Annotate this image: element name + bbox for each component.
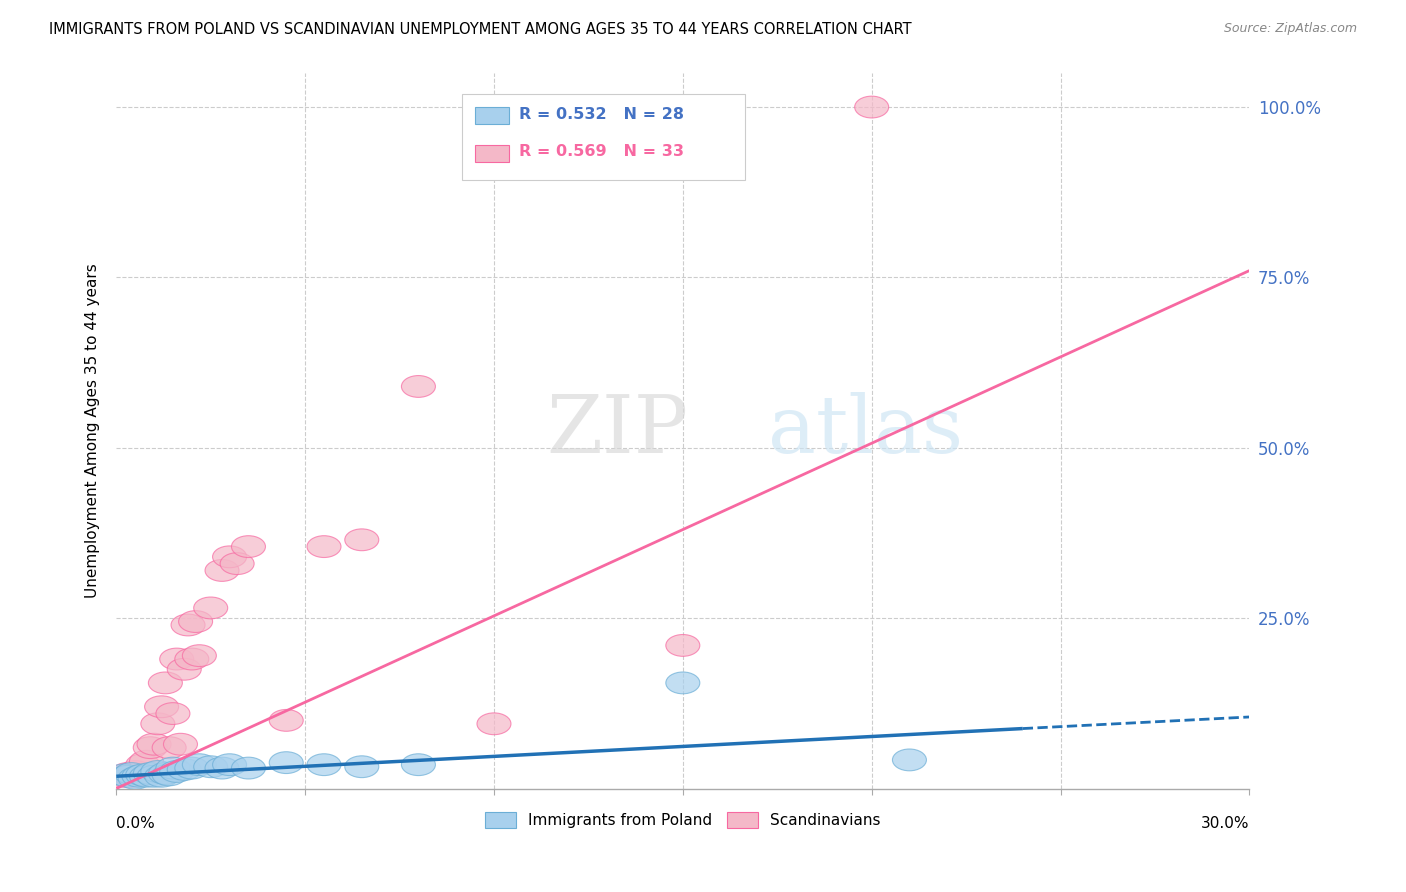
Ellipse shape	[118, 767, 152, 789]
Ellipse shape	[666, 634, 700, 657]
Ellipse shape	[134, 737, 167, 758]
Ellipse shape	[174, 648, 209, 670]
Text: Source: ZipAtlas.com: Source: ZipAtlas.com	[1223, 22, 1357, 36]
Ellipse shape	[125, 754, 160, 775]
Ellipse shape	[477, 713, 510, 735]
Ellipse shape	[855, 96, 889, 118]
Ellipse shape	[149, 763, 183, 784]
Ellipse shape	[107, 764, 141, 786]
Ellipse shape	[183, 754, 217, 775]
Ellipse shape	[122, 765, 156, 787]
Bar	[475, 145, 509, 162]
Ellipse shape	[179, 611, 212, 632]
Text: 0.0%: 0.0%	[117, 816, 155, 830]
Bar	[475, 107, 509, 125]
Legend: Immigrants from Poland, Scandinavians: Immigrants from Poland, Scandinavians	[479, 806, 887, 835]
Ellipse shape	[666, 672, 700, 694]
Text: R = 0.532   N = 28: R = 0.532 N = 28	[519, 107, 683, 122]
Ellipse shape	[212, 754, 246, 775]
Ellipse shape	[145, 765, 179, 787]
Ellipse shape	[141, 713, 174, 735]
Ellipse shape	[129, 765, 163, 787]
Ellipse shape	[194, 756, 228, 778]
Ellipse shape	[172, 614, 205, 636]
Ellipse shape	[136, 733, 172, 756]
Ellipse shape	[156, 703, 190, 724]
Ellipse shape	[183, 645, 217, 666]
Ellipse shape	[232, 757, 266, 779]
Ellipse shape	[402, 376, 436, 397]
Ellipse shape	[114, 763, 149, 784]
Ellipse shape	[160, 648, 194, 670]
Ellipse shape	[152, 737, 186, 758]
Ellipse shape	[205, 757, 239, 779]
Ellipse shape	[160, 761, 194, 782]
Ellipse shape	[152, 764, 186, 786]
Ellipse shape	[212, 546, 246, 567]
Text: 30.0%: 30.0%	[1201, 816, 1250, 830]
Ellipse shape	[111, 765, 145, 787]
Ellipse shape	[163, 733, 197, 756]
Ellipse shape	[232, 536, 266, 558]
Ellipse shape	[125, 764, 160, 786]
Text: IMMIGRANTS FROM POLAND VS SCANDINAVIAN UNEMPLOYMENT AMONG AGES 35 TO 44 YEARS CO: IMMIGRANTS FROM POLAND VS SCANDINAVIAN U…	[49, 22, 912, 37]
Ellipse shape	[129, 750, 163, 772]
Ellipse shape	[136, 765, 172, 787]
Ellipse shape	[205, 559, 239, 582]
Ellipse shape	[111, 763, 145, 784]
Ellipse shape	[107, 765, 141, 787]
Ellipse shape	[167, 658, 201, 681]
Ellipse shape	[221, 553, 254, 574]
Ellipse shape	[269, 709, 304, 731]
Ellipse shape	[344, 529, 378, 550]
Ellipse shape	[156, 757, 190, 779]
Ellipse shape	[167, 758, 201, 780]
Text: atlas: atlas	[768, 392, 963, 470]
Text: R = 0.569   N = 33: R = 0.569 N = 33	[519, 145, 683, 159]
Ellipse shape	[149, 672, 183, 694]
Ellipse shape	[118, 761, 152, 782]
Ellipse shape	[122, 764, 156, 786]
Ellipse shape	[893, 749, 927, 771]
Y-axis label: Unemployment Among Ages 35 to 44 years: Unemployment Among Ages 35 to 44 years	[86, 263, 100, 599]
Ellipse shape	[174, 757, 209, 779]
Ellipse shape	[269, 752, 304, 773]
Ellipse shape	[145, 696, 179, 718]
Ellipse shape	[307, 536, 342, 558]
Text: ZIP: ZIP	[547, 392, 689, 470]
Ellipse shape	[344, 756, 378, 778]
Ellipse shape	[134, 763, 167, 784]
Ellipse shape	[307, 754, 342, 775]
FancyBboxPatch shape	[461, 95, 745, 180]
Ellipse shape	[114, 765, 149, 787]
Ellipse shape	[194, 597, 228, 619]
Ellipse shape	[141, 761, 174, 782]
Ellipse shape	[402, 754, 436, 775]
